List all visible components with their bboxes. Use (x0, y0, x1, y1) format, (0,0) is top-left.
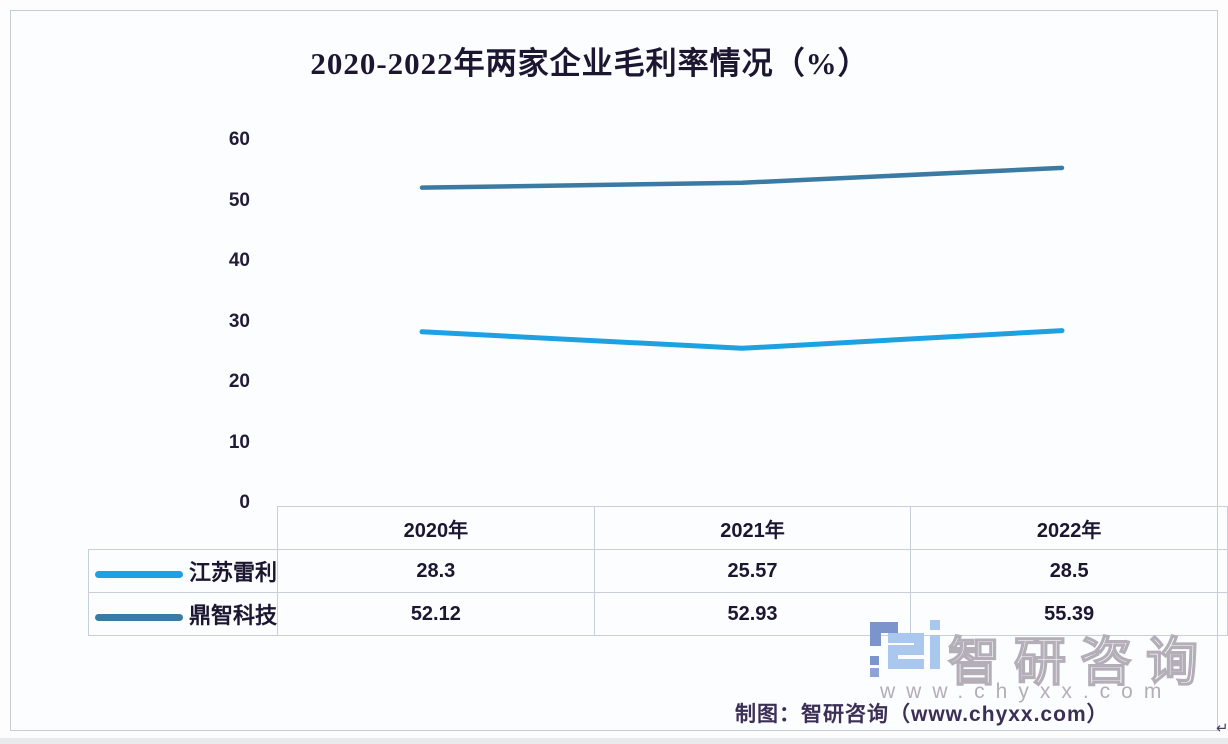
value-cell: 28.3 (277, 549, 595, 593)
value-cell: 28.5 (910, 549, 1228, 593)
table-year-header: 2022年 (910, 506, 1228, 550)
series-line-0 (419, 328, 1065, 351)
table-year-header: 2021年 (593, 506, 912, 550)
series-line-1 (419, 165, 1065, 190)
legend-cell: 江苏雷利 (87, 549, 279, 593)
table-year-header: 2020年 (277, 506, 595, 550)
plot-area (419, 165, 1065, 351)
table-row: 江苏雷利 28.3 25.57 28.5 (87, 549, 1228, 593)
table-row: 鼎智科技 52.12 52.93 55.39 (87, 592, 1228, 636)
y-axis-tick-label: 50 (228, 189, 250, 211)
value-cell: 52.12 (277, 592, 595, 636)
y-axis-tick-label: 0 (239, 492, 250, 513)
brand-logo-icon (870, 620, 940, 677)
table-corner-cell (89, 507, 278, 550)
y-axis-tick-label: 60 (228, 129, 250, 150)
series-name-label: 江苏雷利 (189, 560, 278, 585)
legend-cell: 鼎智科技 (87, 592, 279, 636)
value-cell: 52.93 (593, 592, 912, 636)
return-mark-glyph: ↵ (1216, 720, 1228, 737)
chart-title: 2020-2022年两家企业毛利率情况（%） (310, 46, 870, 81)
watermark-url-text: www.chyxx.com (880, 680, 1173, 703)
y-axis-tick-label: 10 (228, 431, 250, 453)
y-axis-tick-label: 20 (228, 371, 250, 392)
series-name-label: 鼎智科技 (189, 603, 278, 628)
y-axis-tick-label: 30 (228, 310, 250, 332)
value-cell: 55.39 (910, 592, 1228, 636)
source-caption: 制图：智研咨询（www.chyxx.com） (735, 703, 1109, 726)
data-table: 2020年 2021年 2022年 江苏雷利 28.3 25.57 28.5 鼎智科技 52.… (87, 506, 1228, 636)
bottom-edge-strip (0, 738, 1228, 744)
legend-line-swatch (95, 614, 183, 622)
table-header-row: 2020年 2021年 2022年 (89, 506, 1228, 550)
y-axis-tick-label: 40 (228, 250, 250, 271)
value-cell: 25.57 (593, 549, 912, 593)
watermark-brand-text: 智研咨询 (947, 633, 1213, 693)
legend-line-swatch (95, 571, 183, 579)
